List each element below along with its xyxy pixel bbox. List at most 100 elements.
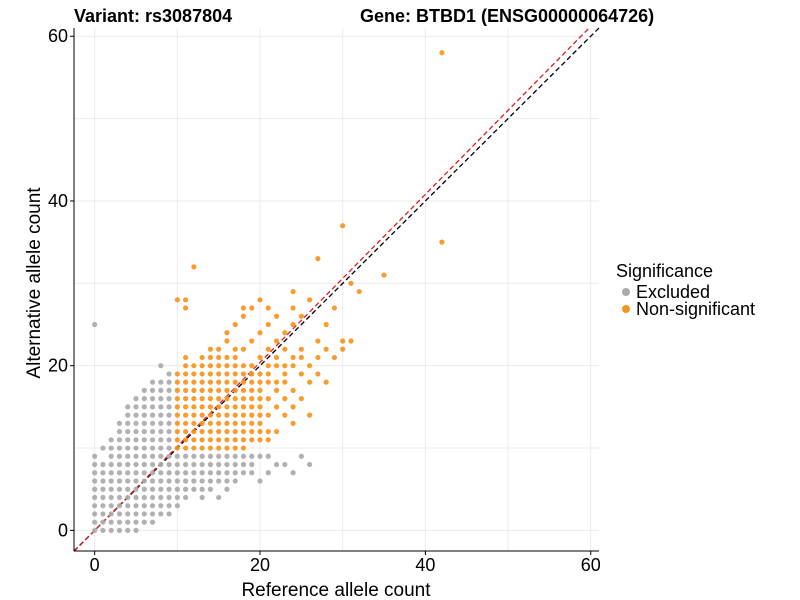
- data-point-non-significant: [191, 264, 197, 270]
- data-point-excluded: [141, 519, 147, 525]
- data-point-excluded: [125, 461, 131, 468]
- data-point-excluded: [116, 519, 123, 525]
- data-point-excluded: [183, 470, 189, 476]
- data-point-non-significant: [207, 420, 214, 426]
- data-point-non-significant: [174, 412, 180, 418]
- data-point-non-significant: [183, 379, 189, 385]
- data-point-non-significant: [224, 412, 230, 418]
- data-point-non-significant: [273, 404, 280, 410]
- data-point-excluded: [174, 503, 180, 509]
- x-tick-label: 0: [90, 555, 100, 575]
- data-point-excluded: [166, 470, 172, 476]
- data-point-non-significant: [191, 445, 197, 451]
- data-point-excluded: [108, 527, 114, 534]
- data-point-excluded: [100, 486, 106, 492]
- data-point-non-significant: [265, 437, 271, 443]
- data-point-excluded: [92, 527, 98, 534]
- data-point-non-significant: [207, 428, 214, 435]
- data-point-excluded: [183, 486, 189, 492]
- data-point-excluded: [100, 461, 106, 468]
- data-point-excluded: [133, 503, 139, 509]
- data-points: [92, 50, 445, 534]
- data-point-non-significant: [174, 379, 180, 385]
- data-point-non-significant: [249, 379, 255, 385]
- data-point-excluded: [100, 478, 106, 484]
- data-point-excluded: [166, 396, 172, 402]
- data-point-non-significant: [298, 346, 304, 352]
- data-point-non-significant: [232, 354, 238, 361]
- data-point-excluded: [232, 461, 238, 468]
- data-point-excluded: [224, 453, 230, 459]
- data-point-non-significant: [224, 437, 230, 443]
- data-point-excluded: [125, 470, 131, 476]
- data-point-excluded: [216, 494, 222, 501]
- data-point-excluded: [108, 478, 114, 484]
- data-point-excluded: [249, 453, 255, 459]
- data-point-excluded: [158, 420, 164, 426]
- data-point-non-significant: [191, 371, 197, 377]
- data-point-excluded: [166, 412, 172, 418]
- data-point-excluded: [166, 387, 172, 393]
- data-point-excluded: [166, 494, 172, 501]
- data-point-non-significant: [183, 371, 189, 377]
- data-point-excluded: [141, 503, 147, 509]
- data-point-non-significant: [224, 354, 230, 361]
- data-point-non-significant: [191, 387, 197, 393]
- data-point-non-significant: [191, 437, 197, 443]
- data-point-excluded: [149, 387, 156, 393]
- data-point-non-significant: [224, 445, 230, 451]
- data-point-non-significant: [216, 387, 222, 393]
- data-point-excluded: [232, 478, 238, 484]
- data-point-non-significant: [249, 412, 255, 418]
- data-point-excluded: [92, 486, 98, 492]
- data-point-non-significant: [199, 354, 205, 361]
- data-point-non-significant: [224, 428, 230, 435]
- data-point-excluded: [116, 437, 123, 443]
- data-point-non-significant: [265, 412, 271, 418]
- data-point-excluded: [199, 453, 205, 459]
- data-point-excluded: [158, 445, 164, 451]
- data-point-non-significant: [439, 50, 445, 56]
- data-point-excluded: [149, 437, 156, 443]
- data-point-non-significant: [191, 428, 197, 435]
- data-point-excluded: [265, 470, 271, 476]
- data-point-excluded: [158, 379, 164, 385]
- data-point-non-significant: [174, 420, 180, 426]
- data-point-excluded: [199, 494, 205, 501]
- data-point-non-significant: [265, 305, 271, 311]
- data-point-non-significant: [232, 412, 238, 418]
- data-point-excluded: [133, 478, 139, 484]
- data-point-excluded: [92, 478, 98, 484]
- data-point-non-significant: [307, 412, 313, 418]
- data-point-excluded: [224, 486, 230, 492]
- data-point-excluded: [141, 420, 147, 426]
- data-point-non-significant: [207, 445, 214, 451]
- data-point-excluded: [92, 511, 98, 517]
- data-point-non-significant: [265, 321, 271, 328]
- data-point-non-significant: [323, 379, 329, 385]
- data-point-excluded: [166, 404, 172, 410]
- data-point-non-significant: [183, 428, 189, 435]
- data-point-non-significant: [282, 346, 288, 352]
- legend-key-excluded: [622, 288, 630, 296]
- data-point-non-significant: [216, 420, 222, 426]
- data-point-non-significant: [323, 321, 329, 328]
- data-point-excluded: [149, 503, 156, 509]
- data-point-non-significant: [224, 387, 230, 393]
- data-point-non-significant: [323, 346, 329, 352]
- data-point-excluded: [133, 511, 139, 517]
- data-point-non-significant: [240, 404, 247, 410]
- data-point-non-significant: [224, 363, 230, 369]
- data-point-excluded: [141, 478, 147, 484]
- tick-labels: 0 20 40 60 0 20 40 60: [48, 26, 601, 575]
- data-point-non-significant: [240, 437, 247, 443]
- data-point-excluded: [125, 453, 131, 459]
- data-point-excluded: [158, 396, 164, 402]
- data-point-excluded: [183, 461, 189, 468]
- data-point-excluded: [158, 494, 164, 501]
- data-point-excluded: [125, 486, 131, 492]
- data-point-non-significant: [216, 445, 222, 451]
- data-point-excluded: [158, 503, 164, 509]
- data-point-non-significant: [249, 420, 255, 426]
- data-point-excluded: [249, 470, 255, 476]
